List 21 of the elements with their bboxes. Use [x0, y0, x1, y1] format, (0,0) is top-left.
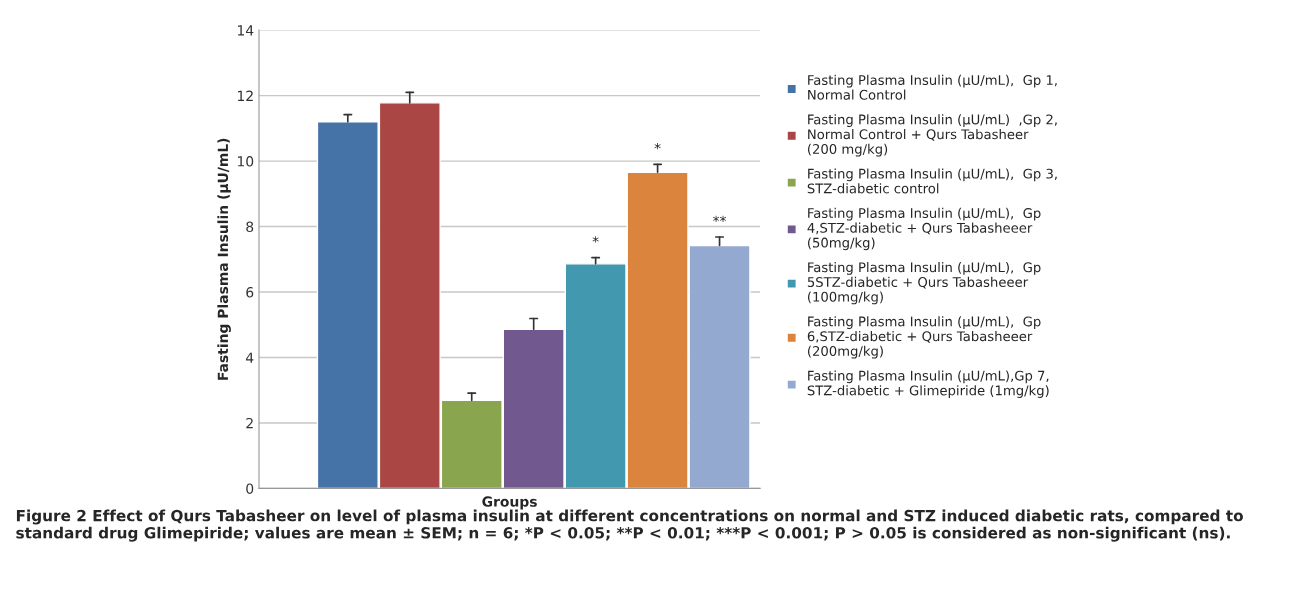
legend-label: Fasting Plasma Insulin (µU/mL),Gp 7, STZ-diabetic + Glimepiride (1mg/kg) [807, 370, 1049, 398]
y-tick-label: 12 [237, 90, 253, 101]
y-tick-label: 2 [246, 417, 253, 429]
y-tick-label: 0 [246, 483, 254, 494]
y-tick-label: 14 [237, 25, 254, 36]
y-tick-label: 4 [245, 352, 254, 363]
legend-label: Fasting Plasma Insulin (µU/mL), Gp 4,STZ-diabetic + Qurs Tabasheeer (50mg/kg) [807, 207, 1041, 251]
legend-label: Fasting Plasma Insulin (µU/mL), Gp 5STZ-diabetic + Qurs Tabasheeer (100mg/kg) [807, 262, 1041, 305]
legend-label: Fasting Plasma Insulin (µU/mL), Gp 6,STZ-diabetic + Qurs Tabasheeer (200mg/kg) [807, 316, 1041, 359]
data-label: ** [713, 215, 727, 222]
y-tick-label: 6 [246, 286, 254, 298]
y-axis-title: Fasting Plasma Insulin (µU/mL) [217, 138, 231, 380]
data-label: * [592, 236, 599, 243]
caption: Figure 2 Effect of Qurs Tabasheer on level of plasma insulin at different concentrations on normal and STZ induced diabetic rats, compared to standard drug Glimepiride; values are mean ± SEM; n = 6; *P < 0.05; **P < 0.01; ***P < 0.001; P > 0.05 is considered as non-significant (ns). [16, 509, 1243, 542]
x-axis-title: Groups [482, 496, 537, 510]
legend-label: Fasting Plasma Insulin (µU/mL), Gp 1, Normal Control [808, 74, 1057, 100]
legend-label: Fasting Plasma Insulin (µU/mL), Gp 3, STZ-diabetic control [807, 168, 1057, 194]
y-tick-label: 8 [246, 221, 254, 233]
legend-label: Fasting Plasma Insulin (µU/mL) ,Gp 2, Normal Control + Qurs Tabasheer (200 mg/kg) [808, 114, 1057, 157]
data-label: * [654, 142, 661, 150]
y-tick-label: 10 [237, 156, 254, 167]
